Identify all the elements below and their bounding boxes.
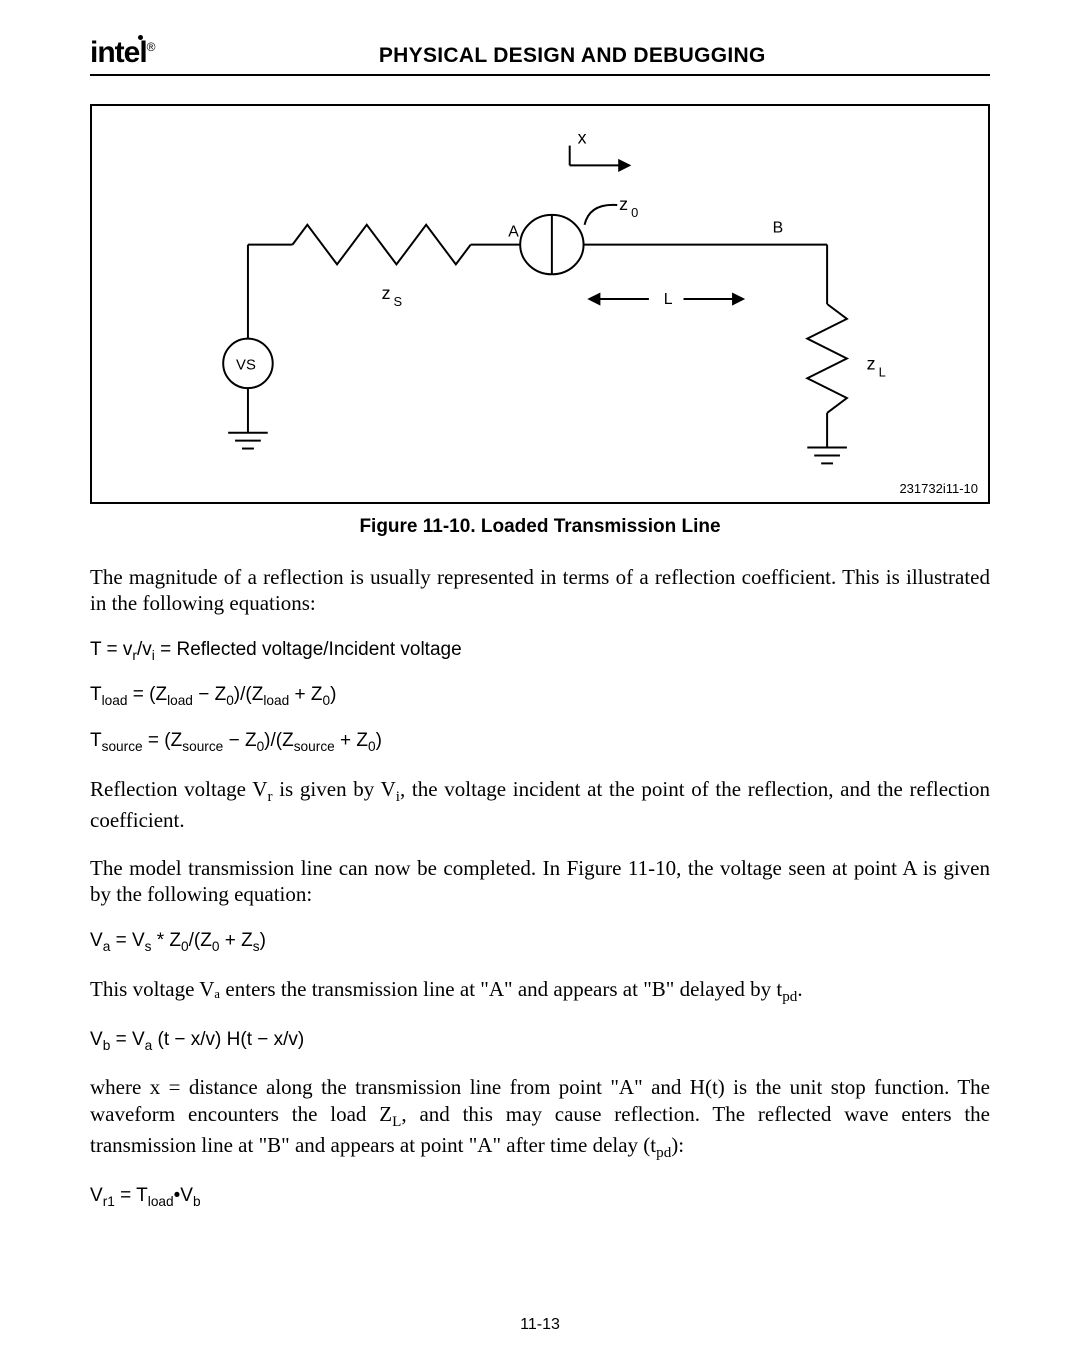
logo-text: intel <box>90 36 147 69</box>
paragraph-2: Reflection voltage Vr is given by Vi, th… <box>90 776 990 833</box>
svg-text:A: A <box>508 224 519 241</box>
paragraph-4: This voltage Vₐ enters the transmission … <box>90 976 990 1007</box>
logo-dot-icon <box>138 35 143 40</box>
figure-caption: Figure 11-10. Loaded Transmission Line <box>90 516 990 538</box>
svg-text:z: z <box>867 353 876 373</box>
p4-suffix: . <box>797 977 802 1001</box>
svg-text:S: S <box>393 294 402 309</box>
equation-Vb: Vb = Va (t − x/v) H(t − x/v) <box>90 1029 990 1053</box>
svg-text:VS: VS <box>236 357 256 373</box>
figure-id: 231732i11-10 <box>899 481 978 496</box>
svg-text:L: L <box>664 291 673 308</box>
svg-text:0: 0 <box>631 205 638 220</box>
intel-logo: intel® <box>90 36 155 70</box>
equation-T: T = vr/vi = Reflected voltage/Incident v… <box>90 639 990 663</box>
header-title: PHYSICAL DESIGN AND DEBUGGING <box>155 44 990 68</box>
figure-box: x z 0 A B z S <box>90 104 990 504</box>
svg-text:z: z <box>619 194 628 214</box>
eq-T-text: Reflected voltage/Incident voltage <box>176 639 461 660</box>
p5-suffix: ): <box>671 1133 684 1157</box>
page-header: intel® PHYSICAL DESIGN AND DEBUGGING <box>90 36 990 76</box>
p5-sub2: pd <box>656 1145 671 1161</box>
page-number: 11-13 <box>0 1316 1080 1334</box>
equation-Tsource: Tsource = (Zsource − Z0)/(Zsource + Z0) <box>90 730 990 754</box>
equation-Vr1: Vr1 = Tload•Vb <box>90 1185 990 1209</box>
p4-prefix: This voltage Vₐ enters the transmission … <box>90 977 782 1001</box>
registered-mark: ® <box>147 40 155 54</box>
transmission-line-diagram: x z 0 A B z S <box>92 106 988 502</box>
svg-text:x: x <box>578 128 587 148</box>
p4-sub: pd <box>782 989 797 1005</box>
paragraph-5: where x = distance along the transmissio… <box>90 1074 990 1162</box>
svg-text:B: B <box>773 220 784 237</box>
svg-text:L: L <box>879 364 886 379</box>
equation-Va: Va = Vs * Z0/(Z0 + Zs) <box>90 930 990 954</box>
svg-text:z: z <box>382 283 391 303</box>
p5-sub1: L <box>392 1114 401 1130</box>
paragraph-1: The magnitude of a reflection is usually… <box>90 564 990 617</box>
equation-Tload: Tload = (Zload − Z0)/(Zload + Z0) <box>90 684 990 708</box>
paragraph-3: The model transmission line can now be c… <box>90 855 990 908</box>
